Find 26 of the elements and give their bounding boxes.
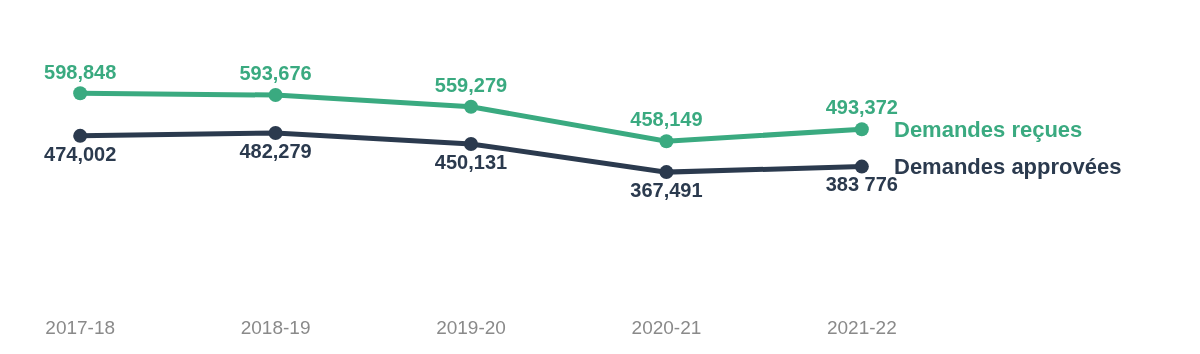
point <box>659 165 674 180</box>
data-label: 450,131 <box>434 150 508 173</box>
data-label: 367,491 <box>630 178 703 201</box>
data-label: 559,279 <box>434 74 508 97</box>
data-label: 493,372 <box>825 96 898 119</box>
point <box>268 88 283 103</box>
point <box>659 134 674 149</box>
point <box>854 122 869 137</box>
x-tick-label: 2018-19 <box>240 317 311 338</box>
data-label: 598,848 <box>44 60 117 83</box>
x-tick-label: 2019-20 <box>436 317 506 338</box>
point <box>73 128 88 143</box>
point <box>464 136 478 151</box>
x-tick-label: 2017-18 <box>45 317 116 338</box>
series-label: Demandes reçues <box>894 117 1083 142</box>
data-label: 383 776 <box>825 173 898 196</box>
data-label: 482,279 <box>239 139 312 162</box>
x-tick-label: 2020-21 <box>631 317 702 338</box>
point <box>464 99 478 114</box>
x-tick-label: 2021-22 <box>826 317 897 338</box>
data-label: 474,002 <box>44 142 117 165</box>
point <box>268 126 283 141</box>
point <box>854 159 869 174</box>
point <box>73 86 88 101</box>
data-label: 593,676 <box>239 62 312 85</box>
data-label: 458,149 <box>630 108 703 131</box>
